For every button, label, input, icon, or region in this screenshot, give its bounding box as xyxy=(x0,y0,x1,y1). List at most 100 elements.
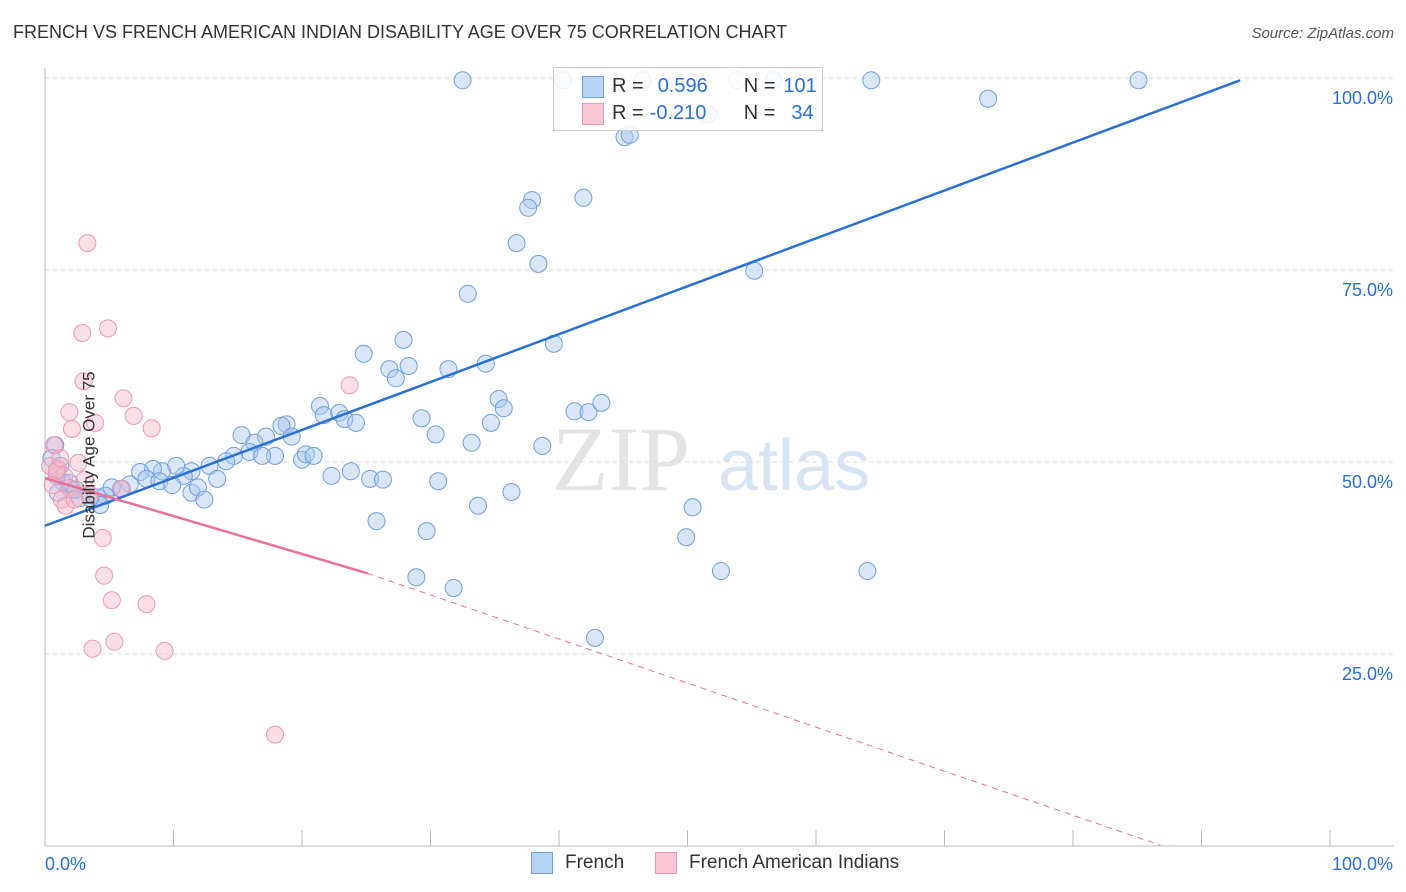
french-point xyxy=(444,578,463,597)
french-american-indians-swatch xyxy=(582,103,604,125)
r-label: R = xyxy=(612,101,644,124)
fai-point xyxy=(105,632,124,651)
y-tick-label: 75.0% xyxy=(1342,280,1393,300)
french-point xyxy=(574,188,593,207)
french-point xyxy=(502,482,521,501)
fai-point xyxy=(74,372,93,391)
french-point xyxy=(481,413,500,432)
french-point xyxy=(533,436,552,455)
french-point xyxy=(322,466,341,485)
french-point xyxy=(310,396,329,415)
source-label: Source: ZipAtlas.com xyxy=(1251,25,1394,42)
french-point xyxy=(346,413,365,432)
french-point xyxy=(979,89,998,108)
n-label: N = xyxy=(743,101,776,124)
french-point xyxy=(462,433,481,452)
fai-point xyxy=(95,566,114,585)
legend-label: French American Indians xyxy=(689,852,900,873)
fai-point xyxy=(62,419,81,438)
watermark: atlas xyxy=(718,426,870,506)
y-tick-label: 100.0% xyxy=(1332,88,1393,108)
fai-point xyxy=(142,419,161,438)
french-point xyxy=(394,330,413,349)
legend-item-french-american-indians[interactable]: French American Indians xyxy=(655,852,899,874)
french-point xyxy=(592,393,611,412)
french-point xyxy=(407,568,426,587)
fai-point xyxy=(69,453,88,472)
x-tick-label: 0.0% xyxy=(45,854,86,874)
french-point xyxy=(458,284,477,303)
french-point xyxy=(585,628,604,647)
french-point xyxy=(386,369,405,388)
fai-point xyxy=(78,234,97,253)
chart-title: FRENCH VS FRENCH AMERICAN INDIAN DISABIL… xyxy=(13,22,788,42)
french-point xyxy=(361,469,380,488)
fai-r-value: -0.210 xyxy=(649,101,707,124)
french-point xyxy=(304,446,323,465)
french-point xyxy=(341,462,360,481)
french-r-value: 0.596 xyxy=(657,74,708,97)
n-label: N = xyxy=(743,74,776,97)
french-point xyxy=(426,425,445,444)
fai-point xyxy=(51,449,70,468)
legend-item-french[interactable]: French xyxy=(531,852,624,874)
french-point xyxy=(412,409,431,428)
french-point xyxy=(367,512,386,531)
watermark: ZIP xyxy=(552,408,690,510)
fai-point xyxy=(266,725,285,744)
x-tick-label: 100.0% xyxy=(1332,854,1393,874)
fai-point xyxy=(60,403,79,422)
french-point xyxy=(195,490,214,509)
french-point xyxy=(711,562,730,581)
french-point xyxy=(266,446,285,465)
french-point xyxy=(579,403,598,422)
french-point xyxy=(380,360,399,379)
french-point xyxy=(494,399,513,418)
fai-point xyxy=(56,496,75,515)
fai-point xyxy=(83,639,102,658)
french-point xyxy=(862,71,881,90)
y-tick-label: 50.0% xyxy=(1342,472,1393,492)
fai-point xyxy=(44,436,63,455)
fai-point xyxy=(86,413,105,432)
fai-n-value: 34 xyxy=(791,101,814,124)
french-point xyxy=(131,462,150,481)
french-point xyxy=(469,496,488,515)
y-axis-label: Disability Age Over 75 xyxy=(79,371,99,539)
french-trend-line xyxy=(44,79,1241,527)
correlation-legend: R = 0.596 N = 101 R = -0.210 N = 34 xyxy=(553,67,823,131)
french-point xyxy=(1129,71,1148,90)
french-point xyxy=(453,71,472,90)
french-swatch xyxy=(531,852,553,874)
fai-point xyxy=(340,376,359,395)
french-point xyxy=(677,528,696,547)
french-point xyxy=(354,344,373,363)
french-point xyxy=(208,469,227,488)
fai-point xyxy=(73,323,92,342)
french-point xyxy=(858,562,877,581)
fai-point xyxy=(114,389,133,408)
fai-swatch xyxy=(655,852,677,874)
french-swatch xyxy=(582,76,604,98)
fai-trend-extension xyxy=(367,572,1161,846)
french-point xyxy=(489,390,508,409)
french-point xyxy=(399,357,418,375)
french-point xyxy=(565,402,584,421)
y-tick-label: 25.0% xyxy=(1342,664,1393,684)
r-label: R = xyxy=(612,74,644,97)
fai-point xyxy=(155,641,174,660)
french-point xyxy=(296,445,315,464)
french-point xyxy=(507,234,526,253)
fai-point xyxy=(93,529,112,548)
fai-trend-line xyxy=(44,476,368,575)
french-point xyxy=(529,254,548,273)
french-point xyxy=(519,198,538,217)
french-point xyxy=(417,522,436,541)
fai-point xyxy=(102,591,121,610)
french-point xyxy=(429,472,448,491)
french-point xyxy=(373,470,392,489)
french-point xyxy=(167,456,186,475)
french-n-value: 101 xyxy=(783,74,817,97)
